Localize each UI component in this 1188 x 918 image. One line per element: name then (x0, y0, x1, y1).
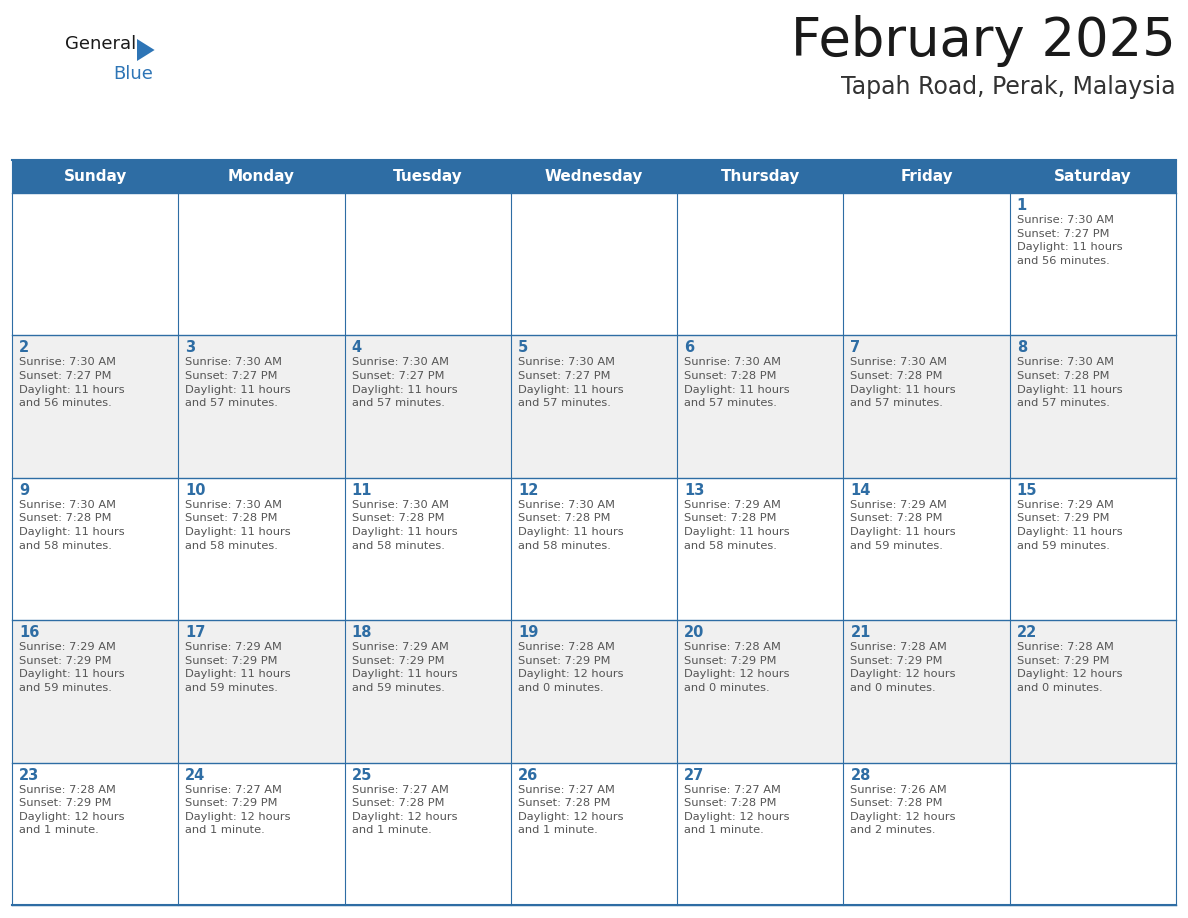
Text: 10: 10 (185, 483, 206, 498)
Text: 19: 19 (518, 625, 538, 640)
Text: Sunrise: 7:30 AM
Sunset: 7:27 PM
Daylight: 11 hours
and 57 minutes.: Sunrise: 7:30 AM Sunset: 7:27 PM Dayligh… (185, 357, 291, 409)
Text: Wednesday: Wednesday (545, 169, 643, 184)
Text: 5: 5 (518, 341, 529, 355)
Text: Sunrise: 7:29 AM
Sunset: 7:29 PM
Daylight: 11 hours
and 59 minutes.: Sunrise: 7:29 AM Sunset: 7:29 PM Dayligh… (185, 643, 291, 693)
Text: 20: 20 (684, 625, 704, 640)
Text: 8: 8 (1017, 341, 1026, 355)
Text: 26: 26 (518, 767, 538, 783)
Text: 1: 1 (1017, 198, 1026, 213)
Text: Sunrise: 7:30 AM
Sunset: 7:27 PM
Daylight: 11 hours
and 57 minutes.: Sunrise: 7:30 AM Sunset: 7:27 PM Dayligh… (352, 357, 457, 409)
Text: 24: 24 (185, 767, 206, 783)
Text: Sunrise: 7:30 AM
Sunset: 7:28 PM
Daylight: 11 hours
and 58 minutes.: Sunrise: 7:30 AM Sunset: 7:28 PM Dayligh… (518, 499, 624, 551)
Text: 7: 7 (851, 341, 860, 355)
Text: Saturday: Saturday (1054, 169, 1132, 184)
Text: Sunrise: 7:28 AM
Sunset: 7:29 PM
Daylight: 12 hours
and 0 minutes.: Sunrise: 7:28 AM Sunset: 7:29 PM Dayligh… (851, 643, 956, 693)
Text: Monday: Monday (228, 169, 295, 184)
Text: 4: 4 (352, 341, 361, 355)
Text: 13: 13 (684, 483, 704, 498)
Text: Sunday: Sunday (63, 169, 127, 184)
Text: Sunrise: 7:28 AM
Sunset: 7:29 PM
Daylight: 12 hours
and 0 minutes.: Sunrise: 7:28 AM Sunset: 7:29 PM Dayligh… (518, 643, 624, 693)
Text: 6: 6 (684, 341, 694, 355)
Text: Friday: Friday (901, 169, 953, 184)
Text: Sunrise: 7:29 AM
Sunset: 7:28 PM
Daylight: 11 hours
and 58 minutes.: Sunrise: 7:29 AM Sunset: 7:28 PM Dayligh… (684, 499, 790, 551)
Text: 18: 18 (352, 625, 372, 640)
Text: 23: 23 (19, 767, 39, 783)
Text: Tapah Road, Perak, Malaysia: Tapah Road, Perak, Malaysia (841, 75, 1176, 99)
Text: Blue: Blue (113, 65, 153, 83)
Bar (12, 763, 1176, 905)
Text: 25: 25 (352, 767, 372, 783)
Bar (12, 335, 1176, 477)
Text: Sunrise: 7:27 AM
Sunset: 7:28 PM
Daylight: 12 hours
and 1 minute.: Sunrise: 7:27 AM Sunset: 7:28 PM Dayligh… (352, 785, 457, 835)
Bar (12, 193, 1176, 335)
Text: Sunrise: 7:28 AM
Sunset: 7:29 PM
Daylight: 12 hours
and 0 minutes.: Sunrise: 7:28 AM Sunset: 7:29 PM Dayligh… (684, 643, 790, 693)
Text: Sunrise: 7:29 AM
Sunset: 7:29 PM
Daylight: 11 hours
and 59 minutes.: Sunrise: 7:29 AM Sunset: 7:29 PM Dayligh… (352, 643, 457, 693)
Text: Sunrise: 7:29 AM
Sunset: 7:29 PM
Daylight: 11 hours
and 59 minutes.: Sunrise: 7:29 AM Sunset: 7:29 PM Dayligh… (1017, 499, 1123, 551)
Text: 17: 17 (185, 625, 206, 640)
Text: 11: 11 (352, 483, 372, 498)
Polygon shape (137, 39, 154, 61)
Text: Sunrise: 7:30 AM
Sunset: 7:27 PM
Daylight: 11 hours
and 56 minutes.: Sunrise: 7:30 AM Sunset: 7:27 PM Dayligh… (1017, 215, 1123, 266)
Text: Sunrise: 7:30 AM
Sunset: 7:27 PM
Daylight: 11 hours
and 57 minutes.: Sunrise: 7:30 AM Sunset: 7:27 PM Dayligh… (518, 357, 624, 409)
Text: 21: 21 (851, 625, 871, 640)
Text: Sunrise: 7:27 AM
Sunset: 7:29 PM
Daylight: 12 hours
and 1 minute.: Sunrise: 7:27 AM Sunset: 7:29 PM Dayligh… (185, 785, 291, 835)
Text: Sunrise: 7:30 AM
Sunset: 7:28 PM
Daylight: 11 hours
and 58 minutes.: Sunrise: 7:30 AM Sunset: 7:28 PM Dayligh… (185, 499, 291, 551)
Text: 9: 9 (19, 483, 30, 498)
Text: Sunrise: 7:27 AM
Sunset: 7:28 PM
Daylight: 12 hours
and 1 minute.: Sunrise: 7:27 AM Sunset: 7:28 PM Dayligh… (684, 785, 790, 835)
Text: Tuesday: Tuesday (393, 169, 462, 184)
Text: Sunrise: 7:30 AM
Sunset: 7:28 PM
Daylight: 11 hours
and 57 minutes.: Sunrise: 7:30 AM Sunset: 7:28 PM Dayligh… (1017, 357, 1123, 409)
Text: Thursday: Thursday (721, 169, 800, 184)
Bar (12, 621, 1176, 763)
Text: Sunrise: 7:30 AM
Sunset: 7:28 PM
Daylight: 11 hours
and 58 minutes.: Sunrise: 7:30 AM Sunset: 7:28 PM Dayligh… (352, 499, 457, 551)
Text: 3: 3 (185, 341, 195, 355)
Text: 12: 12 (518, 483, 538, 498)
Text: 14: 14 (851, 483, 871, 498)
Text: 2: 2 (19, 341, 30, 355)
Text: 27: 27 (684, 767, 704, 783)
Text: Sunrise: 7:28 AM
Sunset: 7:29 PM
Daylight: 12 hours
and 1 minute.: Sunrise: 7:28 AM Sunset: 7:29 PM Dayligh… (19, 785, 125, 835)
Text: Sunrise: 7:27 AM
Sunset: 7:28 PM
Daylight: 12 hours
and 1 minute.: Sunrise: 7:27 AM Sunset: 7:28 PM Dayligh… (518, 785, 624, 835)
Text: Sunrise: 7:28 AM
Sunset: 7:29 PM
Daylight: 12 hours
and 0 minutes.: Sunrise: 7:28 AM Sunset: 7:29 PM Dayligh… (1017, 643, 1123, 693)
Text: General: General (65, 35, 137, 53)
Text: Sunrise: 7:30 AM
Sunset: 7:28 PM
Daylight: 11 hours
and 57 minutes.: Sunrise: 7:30 AM Sunset: 7:28 PM Dayligh… (851, 357, 956, 409)
Text: Sunrise: 7:29 AM
Sunset: 7:29 PM
Daylight: 11 hours
and 59 minutes.: Sunrise: 7:29 AM Sunset: 7:29 PM Dayligh… (19, 643, 125, 693)
Text: February 2025: February 2025 (791, 15, 1176, 67)
Text: 15: 15 (1017, 483, 1037, 498)
Bar (12, 160, 1176, 193)
Text: 28: 28 (851, 767, 871, 783)
Text: 22: 22 (1017, 625, 1037, 640)
Text: Sunrise: 7:30 AM
Sunset: 7:27 PM
Daylight: 11 hours
and 56 minutes.: Sunrise: 7:30 AM Sunset: 7:27 PM Dayligh… (19, 357, 125, 409)
Text: Sunrise: 7:29 AM
Sunset: 7:28 PM
Daylight: 11 hours
and 59 minutes.: Sunrise: 7:29 AM Sunset: 7:28 PM Dayligh… (851, 499, 956, 551)
Text: 16: 16 (19, 625, 39, 640)
Text: Sunrise: 7:30 AM
Sunset: 7:28 PM
Daylight: 11 hours
and 58 minutes.: Sunrise: 7:30 AM Sunset: 7:28 PM Dayligh… (19, 499, 125, 551)
Text: Sunrise: 7:30 AM
Sunset: 7:28 PM
Daylight: 11 hours
and 57 minutes.: Sunrise: 7:30 AM Sunset: 7:28 PM Dayligh… (684, 357, 790, 409)
Text: Sunrise: 7:26 AM
Sunset: 7:28 PM
Daylight: 12 hours
and 2 minutes.: Sunrise: 7:26 AM Sunset: 7:28 PM Dayligh… (851, 785, 956, 835)
Bar (12, 477, 1176, 621)
